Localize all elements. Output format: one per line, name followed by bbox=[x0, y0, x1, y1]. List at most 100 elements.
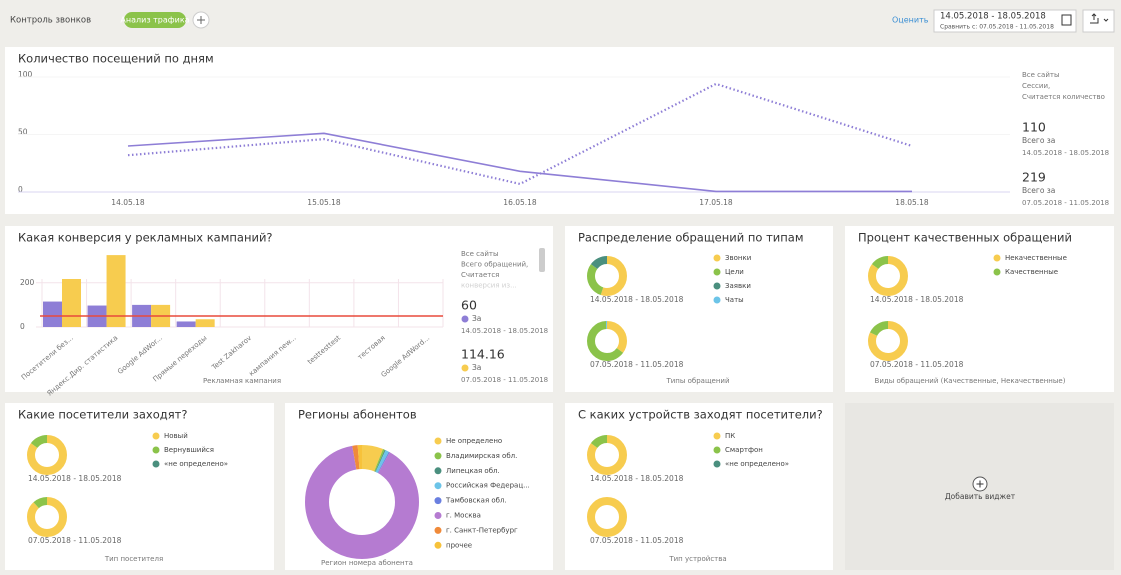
legend-label: «не определено» bbox=[164, 460, 228, 468]
period-label: 07.05.2018 - 11.05.2018 bbox=[590, 536, 684, 545]
legend-swatch bbox=[434, 452, 442, 460]
compare-range: Сравнить с: 07.05.2018 - 11.05.2018 bbox=[940, 24, 1054, 31]
x-axis-label: Рекламная кампания bbox=[203, 377, 281, 385]
x-tick-label: 17.05.18 bbox=[699, 198, 733, 207]
y-tick-label: 100 bbox=[18, 70, 33, 79]
period-label: 07.05.2018 - 11.05.2018 bbox=[28, 536, 122, 545]
period-label: 07.05.2018 - 11.05.2018 bbox=[590, 360, 684, 369]
legend-label: ПК bbox=[725, 432, 735, 440]
total-label: За bbox=[472, 314, 481, 323]
date-range: 14.05.2018 - 18.05.2018 bbox=[940, 12, 1046, 22]
legend-swatch bbox=[152, 432, 160, 440]
widget-card bbox=[565, 226, 833, 392]
total-period: 07.05.2018 - 11.05.2018 bbox=[1022, 199, 1109, 207]
bar bbox=[106, 255, 126, 327]
add-widget-label[interactable]: Добавить виджет bbox=[945, 492, 1016, 501]
x-tick-label: 16.05.18 bbox=[503, 198, 537, 207]
plus-icon bbox=[976, 480, 984, 488]
legend-label: прочее bbox=[446, 541, 472, 549]
date-picker[interactable] bbox=[933, 9, 1077, 33]
total-label: Всего за bbox=[1022, 186, 1055, 195]
period-label: 14.05.2018 - 18.05.2018 bbox=[590, 295, 684, 304]
y-tick-label: 200 bbox=[20, 278, 35, 287]
active-tab[interactable] bbox=[124, 12, 186, 28]
legend-swatch bbox=[152, 460, 160, 468]
period-label: 14.05.2018 - 18.05.2018 bbox=[28, 474, 122, 483]
legend-label: Российская Федерац... bbox=[446, 482, 530, 490]
legend-label: Некачественные bbox=[1005, 254, 1067, 262]
chart-title: Какие посетители заходят? bbox=[18, 408, 187, 422]
legend-swatch bbox=[434, 482, 442, 490]
x-axis-label: Тип устройства bbox=[668, 555, 726, 563]
period-label: 14.05.2018 - 18.05.2018 bbox=[590, 474, 684, 483]
legend-swatch bbox=[713, 282, 721, 290]
donut-segment bbox=[27, 497, 67, 537]
period-label: 07.05.2018 - 11.05.2018 bbox=[870, 360, 964, 369]
legend-swatch bbox=[713, 446, 721, 454]
total-period: 14.05.2018 - 18.05.2018 bbox=[1022, 149, 1109, 157]
legend-swatch bbox=[993, 254, 1001, 262]
tab-label[interactable]: Анализ трафика bbox=[120, 16, 189, 25]
donut-segment bbox=[868, 321, 908, 361]
x-tick-label: 14.05.18 bbox=[111, 198, 145, 207]
legend-label: Цели bbox=[725, 268, 744, 276]
y-tick-label: 50 bbox=[18, 128, 28, 137]
note: Всего обращений, bbox=[461, 261, 528, 269]
chart-title: С каких устройств заходят посетители? bbox=[578, 408, 823, 422]
rate-link[interactable]: Оценить bbox=[892, 16, 929, 25]
total-value: 110 bbox=[1022, 120, 1046, 135]
legend-swatch bbox=[152, 446, 160, 454]
widget-card bbox=[845, 226, 1114, 392]
legend-swatch bbox=[461, 364, 469, 372]
donut-segment bbox=[305, 445, 419, 559]
plus-icon bbox=[197, 16, 205, 24]
legend-swatch bbox=[434, 512, 442, 519]
legend-label: Заявки bbox=[725, 282, 751, 290]
chart-title: Распределение обращений по типам bbox=[578, 231, 804, 245]
y-tick-label: 0 bbox=[20, 322, 25, 331]
legend-swatch bbox=[713, 268, 721, 276]
x-axis-label: Типы обращений bbox=[665, 377, 729, 385]
x-axis-label: Виды обращений (Качественные, Некачестве… bbox=[875, 377, 1066, 385]
legend-swatch bbox=[713, 296, 721, 304]
total-period: 14.05.2018 - 18.05.2018 bbox=[461, 327, 548, 335]
donut-segment bbox=[587, 256, 627, 296]
bar bbox=[62, 278, 81, 327]
legend-label: г. Санкт-Петербург bbox=[446, 526, 518, 534]
legend-label: Качественные bbox=[1005, 268, 1058, 276]
legend-swatch bbox=[713, 432, 721, 440]
period-label: 14.05.2018 - 18.05.2018 bbox=[870, 295, 964, 304]
legend-swatch bbox=[713, 460, 721, 468]
chart-title: Регионы абонентов bbox=[298, 408, 417, 422]
legend-swatch bbox=[434, 437, 442, 445]
note: Сессии, bbox=[1022, 82, 1050, 90]
note: Все сайты bbox=[461, 250, 498, 258]
donut-segment bbox=[587, 256, 627, 296]
legend-swatch bbox=[434, 497, 442, 505]
donut-segment bbox=[868, 256, 908, 296]
chart-title: Количество посещений по дням bbox=[18, 52, 214, 66]
export-icon bbox=[1090, 13, 1109, 24]
calendar-icon bbox=[1061, 14, 1072, 26]
donut-segment bbox=[305, 445, 419, 559]
x-axis-label: Регион номера абонента bbox=[321, 559, 413, 567]
bar bbox=[195, 319, 215, 327]
x-axis-label: Тип посетителя bbox=[104, 555, 163, 563]
legend-swatch bbox=[434, 541, 442, 549]
donut-segment bbox=[587, 435, 627, 475]
chart-title: Какая конверсия у рекламных кампаний? bbox=[18, 231, 273, 245]
donut-segment bbox=[587, 497, 627, 537]
legend-label: Новый bbox=[164, 432, 188, 440]
tab[interactable]: Контроль звонков bbox=[10, 16, 91, 26]
bar bbox=[176, 321, 196, 327]
legend-label: Владимирская обл. bbox=[446, 452, 517, 460]
legend-swatch bbox=[434, 467, 442, 475]
scrollbar[interactable] bbox=[539, 248, 545, 272]
legend-swatch bbox=[461, 315, 469, 323]
note: Считается количество bbox=[1022, 93, 1105, 101]
total-label: Всего за bbox=[1022, 136, 1055, 145]
donut-segment bbox=[27, 435, 67, 475]
legend-label: «не определено» bbox=[725, 460, 789, 468]
y-tick-label: 0 bbox=[18, 185, 23, 194]
